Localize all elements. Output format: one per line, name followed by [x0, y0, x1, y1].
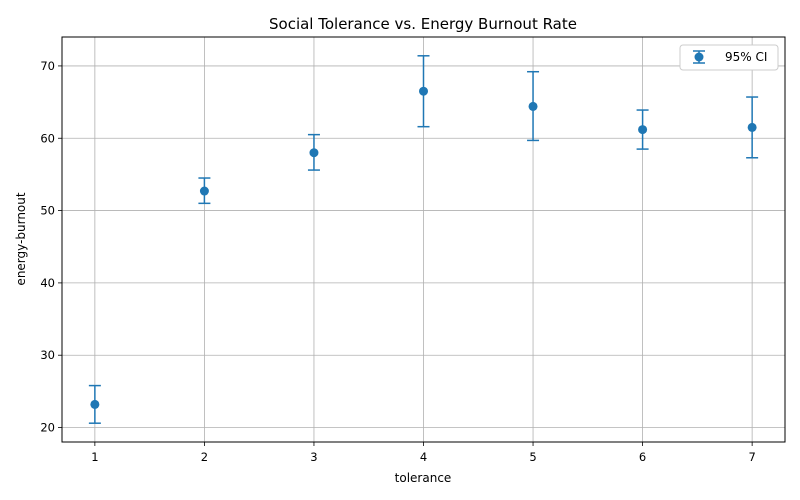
x-tick-label: 5	[529, 450, 536, 464]
chart-title: Social Tolerance vs. Energy Burnout Rate	[269, 15, 577, 33]
y-tick-label: 40	[40, 276, 55, 290]
data-point	[419, 86, 428, 96]
data-point	[528, 101, 538, 111]
legend: 95% CI	[679, 44, 779, 71]
data-point	[199, 186, 209, 196]
x-tick-label: 4	[420, 450, 427, 464]
y-tick-label: 70	[40, 59, 55, 73]
y-tick-label: 60	[40, 131, 55, 145]
data-marks	[88, 55, 759, 424]
x-axis-label: tolerance	[395, 471, 452, 485]
data-point	[747, 122, 757, 132]
y-tick-label: 20	[40, 421, 55, 435]
x-tick-label: 2	[201, 450, 208, 464]
data-point	[638, 125, 648, 135]
plot-frame	[61, 36, 786, 443]
legend-marker-icon	[694, 52, 704, 62]
x-tick-label: 3	[310, 450, 317, 464]
data-point	[309, 148, 319, 158]
x-tick-label: 7	[748, 450, 755, 464]
x-tick-label: 6	[639, 450, 646, 464]
y-tick-label: 30	[40, 348, 55, 362]
x-tick-label: 1	[91, 450, 98, 464]
axis-ticks: 1 2 3 4 5 6 7 20 30 40 50 60 70	[40, 59, 755, 464]
y-axis-label: energy-burnout	[14, 192, 28, 285]
y-tick-label: 50	[40, 204, 55, 218]
legend-label: 95% CI	[725, 50, 767, 64]
data-point	[90, 399, 100, 409]
